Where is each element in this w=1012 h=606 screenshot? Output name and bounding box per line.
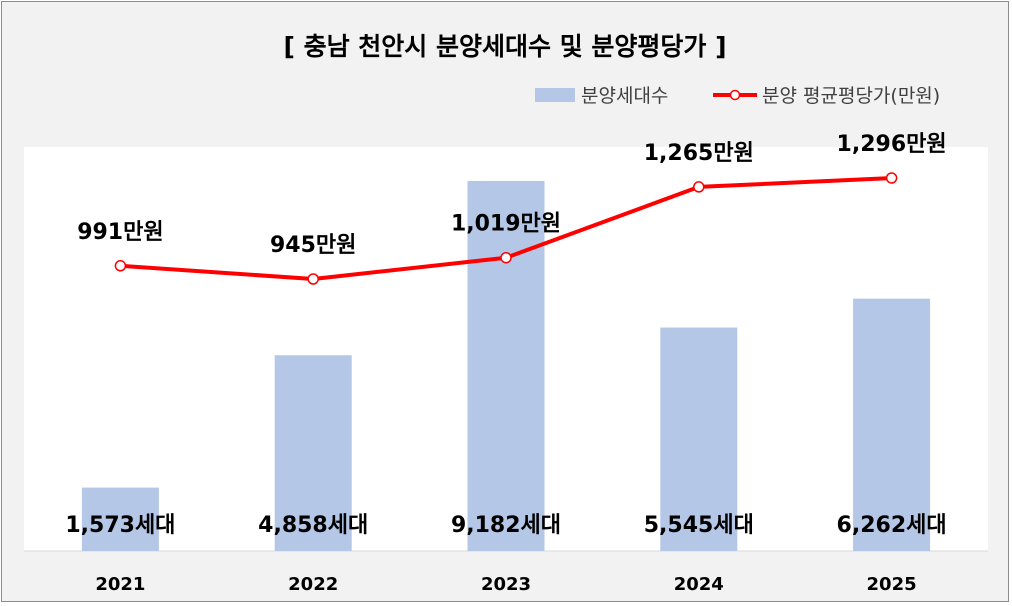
legend-line-marker: [729, 89, 741, 101]
price-label-2023: 1,019만원: [451, 212, 561, 237]
bar-2021: [81, 487, 159, 551]
price-label-2021: 991만원: [77, 220, 163, 245]
price-label-2024: 1,265만원: [644, 141, 754, 166]
bar-label-2023: 9,182세대: [451, 513, 561, 538]
legend-line-label: 분양 평균평당가(만원): [762, 85, 940, 107]
line-series-group: [114, 172, 898, 285]
x-tick-2021: 2021: [95, 574, 145, 595]
x-tick-2024: 2024: [674, 574, 724, 595]
bars-group: [81, 181, 931, 551]
bar-label-2022: 4,858세대: [258, 513, 368, 538]
legend-bar-label: 분양세대수: [581, 85, 668, 107]
bar-2022: [274, 355, 352, 551]
bar-2023: [467, 181, 545, 551]
price-point-2024: [693, 181, 705, 193]
bar-label-2025: 6,262세대: [837, 513, 947, 538]
price-point-2021: [114, 260, 127, 272]
price-point-2023: [500, 251, 512, 264]
price-point-2022: [307, 273, 319, 285]
x-tick-2022: 2022: [288, 574, 338, 595]
price-point-2025: [885, 172, 898, 184]
x-tick-2023: 2023: [481, 574, 531, 595]
price-label-2022: 945만원: [270, 233, 356, 258]
bar-label-2024: 5,545세대: [644, 513, 754, 538]
legend-bar-swatch: [535, 88, 575, 102]
chart-title: [ 충남 천안시 분양세대수 및 분양평당가 ]: [283, 32, 726, 61]
legend: 분양세대수 분양 평균평당가(만원): [535, 85, 940, 107]
x-tick-2025: 2025: [867, 574, 917, 595]
data-labels-group: 1,573세대 4,858세대 9,182세대 5,545세대 6,262세대 991만원…: [65, 132, 946, 538]
x-axis-ticks: 2021 2022 2023 2024 2025: [95, 574, 916, 595]
price-label-2025: 1,296만원: [837, 132, 947, 157]
bar-2025: [853, 298, 931, 551]
bar-2024: [660, 327, 738, 551]
bar-label-2021: 1,573세대: [65, 513, 175, 538]
